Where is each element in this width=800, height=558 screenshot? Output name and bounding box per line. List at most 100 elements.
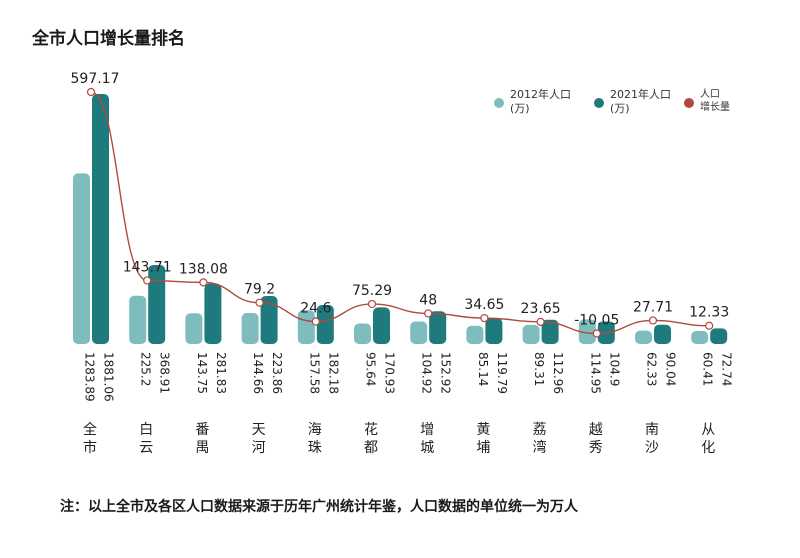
bar-2021-6 bbox=[429, 311, 447, 344]
legend-growth-marker bbox=[684, 98, 694, 108]
label-2021-9: 104.9 bbox=[607, 352, 621, 386]
bar-2021-11 bbox=[710, 328, 728, 344]
bar-2021-0 bbox=[92, 94, 109, 344]
category-label-2-1: 禺 bbox=[195, 440, 209, 456]
growth-point-4 bbox=[311, 317, 320, 326]
growth-label-7: 34.65 bbox=[464, 297, 504, 313]
bar-2021-10 bbox=[654, 324, 671, 344]
label-2012-7: 85.14 bbox=[476, 352, 490, 386]
growth-label-5: 75.29 bbox=[352, 283, 392, 299]
label-2021-4: 182.18 bbox=[326, 352, 340, 394]
footnote: 注：以上全市及各区人口数据来源于历年广州统计年鉴，人口数据的单位统一为万人 bbox=[60, 499, 578, 515]
bar-2021-7 bbox=[485, 318, 503, 344]
category-label-4-0: 海 bbox=[308, 422, 322, 438]
growth-point-7 bbox=[480, 313, 489, 323]
category-label-2-0: 番 bbox=[195, 422, 209, 438]
category-label-3-0: 天 bbox=[252, 422, 266, 438]
category-label-5-1: 都 bbox=[364, 440, 378, 456]
bar-2021-5 bbox=[373, 307, 390, 344]
legend-2021-marker bbox=[594, 98, 604, 108]
bar-2021-8 bbox=[541, 319, 559, 344]
category-label-9-1: 秀 bbox=[589, 440, 603, 456]
category-label-10-0: 南 bbox=[645, 422, 659, 438]
bar-2021-4 bbox=[316, 304, 334, 344]
growth-point-1 bbox=[143, 276, 152, 285]
growth-point-8 bbox=[536, 317, 545, 326]
label-2012-9: 114.95 bbox=[588, 352, 602, 394]
legend-2012-unit: (万) bbox=[510, 102, 530, 115]
label-2021-5: 170.93 bbox=[383, 352, 397, 394]
bar-2012-7 bbox=[466, 325, 484, 344]
label-2021-3: 223.86 bbox=[270, 352, 284, 394]
growth-label-11: 12.33 bbox=[689, 305, 729, 321]
bar-2012-2 bbox=[185, 313, 203, 344]
category-label-8-0: 荔 bbox=[533, 422, 547, 438]
growth-label-6: 48 bbox=[419, 292, 437, 308]
growth-point-9 bbox=[592, 329, 601, 338]
category-label-0-0: 全 bbox=[83, 421, 97, 438]
label-2012-11: 60.41 bbox=[701, 352, 715, 386]
chart-title: 全市人口增长量排名 bbox=[32, 29, 185, 49]
growth-line bbox=[90, 91, 710, 335]
bar-2012-10 bbox=[635, 330, 652, 344]
category-label-5-0: 花 bbox=[364, 422, 378, 438]
legend-growth-label: 人口 bbox=[700, 89, 720, 100]
category-label-11-0: 从 bbox=[701, 422, 715, 438]
bar-2021-1 bbox=[148, 264, 166, 344]
label-2021-0: 1881.06 bbox=[102, 352, 116, 402]
label-2012-2: 143.75 bbox=[195, 352, 209, 394]
growth-point-10 bbox=[648, 316, 658, 325]
growth-label-1: 143.71 bbox=[123, 259, 172, 275]
category-label-10-1: 沙 bbox=[645, 440, 659, 456]
category-label-11-1: 化 bbox=[701, 440, 715, 456]
bar-2012-0 bbox=[73, 173, 90, 344]
growth-point-2 bbox=[199, 278, 208, 287]
bar-2012-9 bbox=[578, 319, 596, 344]
growth-label-9: -10.05 bbox=[574, 312, 619, 328]
label-2021-2: 281.83 bbox=[214, 352, 228, 394]
growth-label-4: 24.6 bbox=[300, 301, 331, 317]
label-2012-5: 95.64 bbox=[364, 352, 378, 386]
label-2021-6: 152.92 bbox=[439, 352, 453, 394]
category-label-7-1: 埔 bbox=[476, 440, 490, 456]
label-2012-10: 62.33 bbox=[645, 352, 659, 386]
bar-2021-3 bbox=[260, 296, 278, 344]
label-2012-3: 144.66 bbox=[251, 352, 265, 394]
bar-2012-11 bbox=[691, 331, 709, 344]
bar-2012-6 bbox=[410, 321, 428, 344]
legend-2021-label: 2021年人口 bbox=[610, 88, 671, 101]
growth-label-3: 79.2 bbox=[244, 282, 275, 298]
bar-2012-1 bbox=[129, 295, 147, 344]
growth-point-5 bbox=[367, 299, 377, 309]
category-label-0-1: 市 bbox=[83, 439, 97, 456]
legend-2021-unit: (万) bbox=[610, 102, 630, 115]
label-2012-4: 157.58 bbox=[307, 352, 321, 394]
growth-label-0: 597.17 bbox=[71, 71, 120, 87]
growth-point-6 bbox=[424, 309, 433, 318]
growth-point-11 bbox=[705, 321, 714, 330]
category-label-7-0: 黄 bbox=[476, 421, 490, 438]
bar-2012-5 bbox=[354, 323, 371, 344]
growth-label-2: 138.08 bbox=[179, 261, 228, 277]
label-2012-8: 89.31 bbox=[532, 352, 546, 386]
legend-2012-marker bbox=[494, 98, 504, 108]
label-2012-1: 225.2 bbox=[139, 352, 153, 386]
label-2012-0: 1283.89 bbox=[83, 352, 97, 402]
growth-label-8: 23.65 bbox=[521, 301, 561, 317]
category-label-1-1: 云 bbox=[139, 440, 153, 456]
category-label-9-0: 越 bbox=[589, 422, 603, 438]
category-label-4-1: 珠 bbox=[308, 440, 322, 456]
label-2012-6: 104.92 bbox=[420, 352, 434, 394]
growth-point-3 bbox=[255, 298, 264, 307]
label-2021-1: 368.91 bbox=[158, 352, 172, 394]
category-label-6-0: 增 bbox=[420, 422, 434, 438]
label-2021-10: 90.04 bbox=[664, 352, 678, 386]
bar-2012-4 bbox=[297, 310, 315, 344]
category-label-3-1: 河 bbox=[252, 440, 266, 456]
bar-2021-2 bbox=[204, 283, 222, 344]
legend-2012-label: 2012年人口 bbox=[510, 88, 571, 101]
label-2021-8: 112.96 bbox=[551, 352, 565, 394]
bar-2012-8 bbox=[522, 324, 540, 344]
category-label-6-1: 城 bbox=[420, 440, 434, 456]
